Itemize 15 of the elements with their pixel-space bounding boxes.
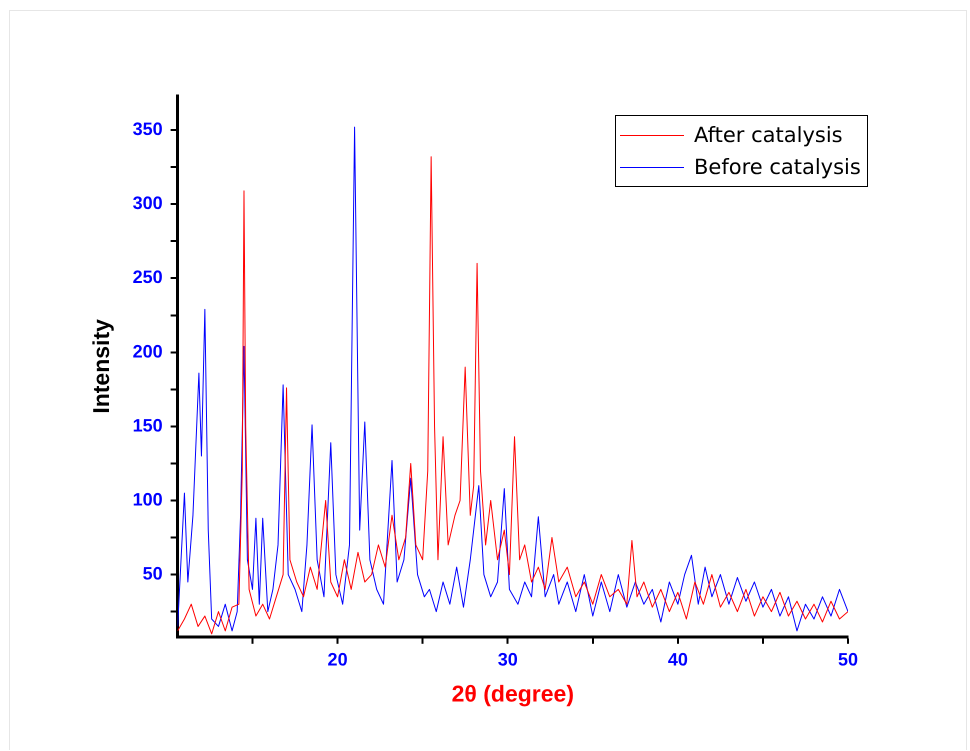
y-tick-label: 150 [132,415,163,436]
x-tick-label: 20 [328,650,348,670]
legend-label: After catalysis [694,123,843,147]
x-axis-title: 2θ (degree) [452,680,574,707]
x-tick-label: 30 [498,650,518,670]
y-tick-label: 50 [142,564,163,584]
y-tick-label: 200 [132,341,163,362]
y-tick-label: 250 [132,267,163,288]
y-tick-label: 300 [132,193,163,214]
y-tick-label: 100 [132,489,163,510]
y-tick-label: 350 [132,119,163,140]
y-axis-title: Intensity [88,318,114,414]
x-tick-label: 50 [838,650,858,670]
legend-label: Before catalysis [694,155,861,179]
x-tick-label: 40 [668,650,688,670]
